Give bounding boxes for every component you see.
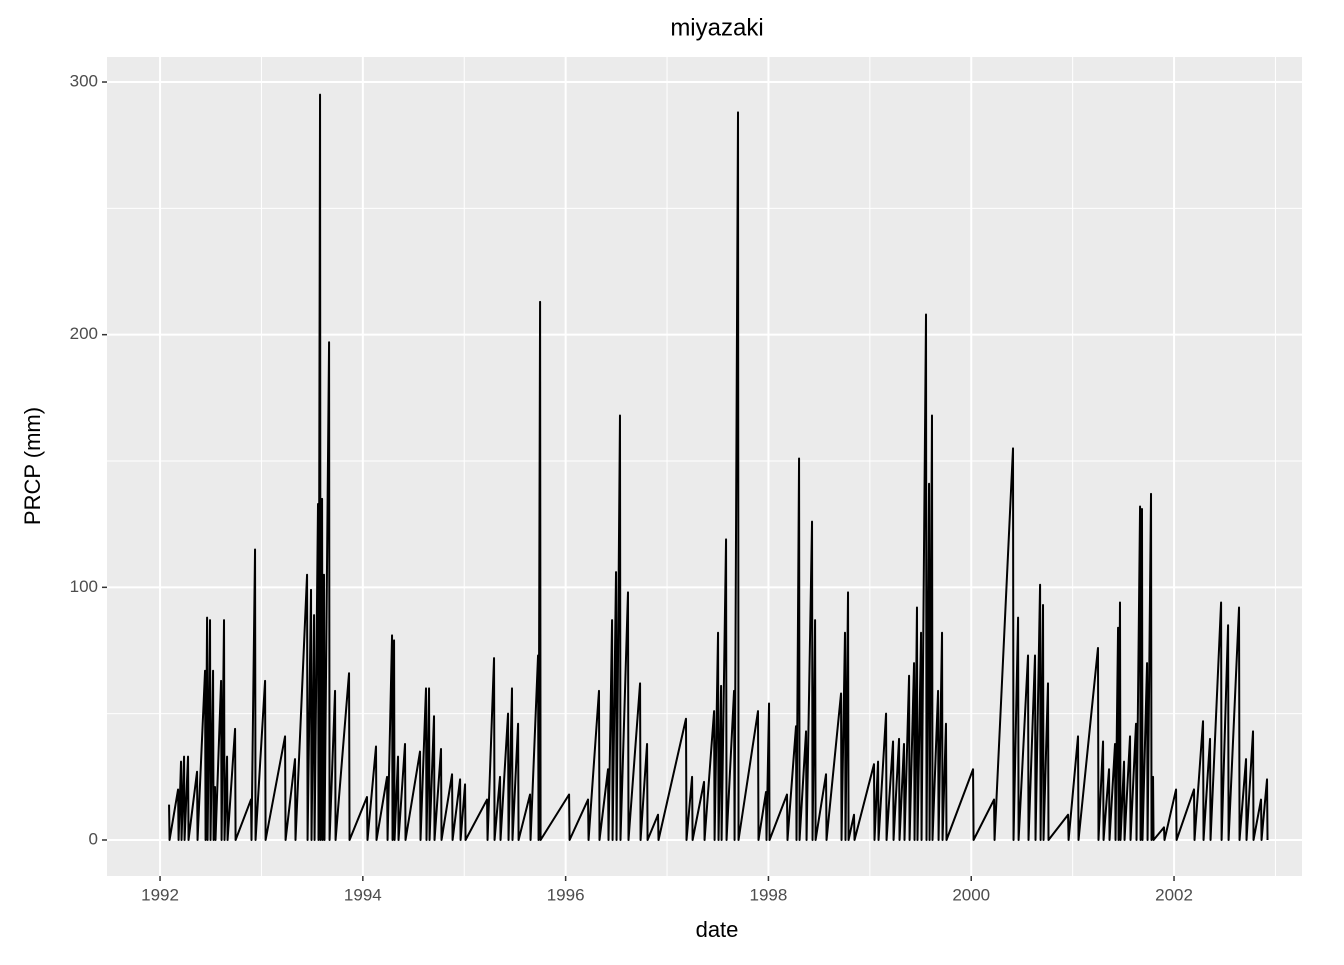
- data-line: [168, 93, 1269, 841]
- x-tick-label: 2002: [1155, 885, 1193, 904]
- x-axis-label: date: [696, 917, 739, 942]
- x-tick-label: 1998: [750, 885, 788, 904]
- x-tick-label: 1996: [547, 885, 585, 904]
- y-tick-label: 100: [70, 577, 98, 596]
- chart-title: miyazaki: [670, 14, 763, 41]
- x-tick-label: 1994: [344, 885, 382, 904]
- y-tick-label: 200: [70, 324, 98, 343]
- y-tick-label: 0: [89, 829, 98, 848]
- x-tick-label: 1992: [141, 885, 179, 904]
- x-tick-label: 2000: [952, 885, 990, 904]
- y-tick-label: 300: [70, 71, 98, 90]
- panel: [107, 57, 1302, 876]
- y-axis-label: PRCP (mm): [20, 407, 45, 525]
